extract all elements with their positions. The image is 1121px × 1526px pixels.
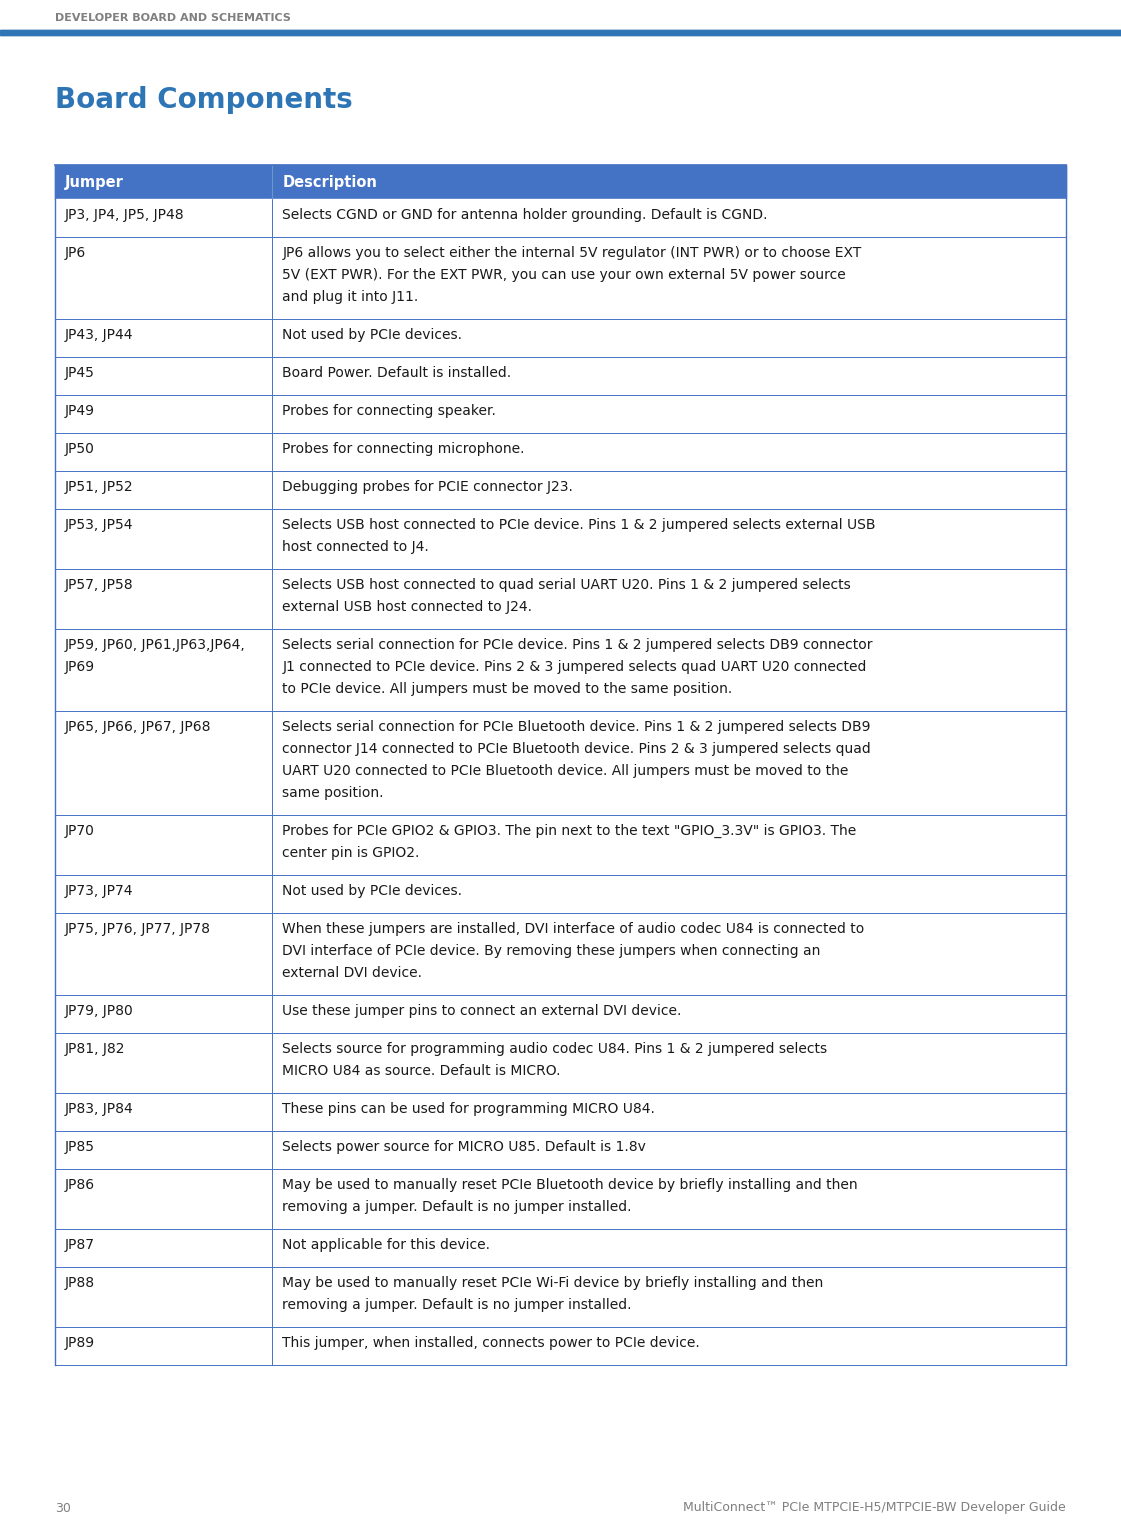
Text: JP70: JP70	[65, 824, 95, 838]
Bar	[55, 433, 1066, 472]
Text: JP79, JP80: JP79, JP80	[65, 1004, 133, 1018]
Bar	[55, 913, 1066, 995]
Text: This jumper, when installed, connects power to PCIe device.: This jumper, when installed, connects po…	[282, 1335, 701, 1351]
Text: JP85: JP85	[65, 1140, 95, 1154]
Bar	[0, 31, 1121, 35]
Text: Description: Description	[282, 174, 378, 189]
Text: DEVELOPER BOARD AND SCHEMATICS: DEVELOPER BOARD AND SCHEMATICS	[55, 14, 290, 23]
Text: JP73, JP74: JP73, JP74	[65, 884, 133, 897]
Bar	[55, 995, 1066, 1033]
Text: removing a jumper. Default is no jumper installed.: removing a jumper. Default is no jumper …	[282, 1299, 632, 1312]
Text: JP75, JP76, JP77, JP78: JP75, JP76, JP77, JP78	[65, 922, 211, 935]
Bar	[55, 165, 1066, 198]
Bar	[55, 1033, 1066, 1093]
Text: external USB host connected to J24.: external USB host connected to J24.	[282, 600, 532, 613]
Text: May be used to manually reset PCIe Bluetooth device by briefly installing and th: May be used to manually reset PCIe Bluet…	[282, 1178, 858, 1192]
Bar	[55, 874, 1066, 913]
Text: connector J14 connected to PCIe Bluetooth device. Pins 2 & 3 jumpered selects qu: connector J14 connected to PCIe Bluetoot…	[282, 742, 871, 755]
Text: same position.: same position.	[282, 786, 383, 800]
Bar	[55, 1267, 1066, 1328]
Text: JP83, JP84: JP83, JP84	[65, 1102, 133, 1116]
Text: host connected to J4.: host connected to J4.	[282, 540, 429, 554]
Bar	[55, 629, 1066, 711]
Text: JP59, JP60, JP61,JP63,JP64,: JP59, JP60, JP61,JP63,JP64,	[65, 638, 245, 652]
Text: 5V (EXT PWR). For the EXT PWR, you can use your own external 5V power source: 5V (EXT PWR). For the EXT PWR, you can u…	[282, 269, 846, 282]
Text: These pins can be used for programming MICRO U84.: These pins can be used for programming M…	[282, 1102, 656, 1116]
Text: UART U20 connected to PCIe Bluetooth device. All jumpers must be moved to the: UART U20 connected to PCIe Bluetooth dev…	[282, 765, 849, 778]
Text: Use these jumper pins to connect an external DVI device.: Use these jumper pins to connect an exte…	[282, 1004, 682, 1018]
Text: JP51, JP52: JP51, JP52	[65, 481, 133, 494]
Bar	[55, 1228, 1066, 1267]
Text: to PCIe device. All jumpers must be moved to the same position.: to PCIe device. All jumpers must be move…	[282, 682, 733, 696]
Text: Selects CGND or GND for antenna holder grounding. Default is CGND.: Selects CGND or GND for antenna holder g…	[282, 208, 768, 221]
Text: J1 connected to PCIe device. Pins 2 & 3 jumpered selects quad UART U20 connected: J1 connected to PCIe device. Pins 2 & 3 …	[282, 661, 867, 674]
Text: JP49: JP49	[65, 404, 95, 418]
Bar	[55, 1169, 1066, 1228]
Text: external DVI device.: external DVI device.	[282, 966, 423, 980]
Bar	[55, 1328, 1066, 1364]
Text: Probes for PCIe GPIO2 & GPIO3. The pin next to the text "GPIO_3.3V" is GPIO3. Th: Probes for PCIe GPIO2 & GPIO3. The pin n…	[282, 824, 856, 838]
Bar	[0, 31, 1121, 35]
Text: DVI interface of PCIe device. By removing these jumpers when connecting an: DVI interface of PCIe device. By removin…	[282, 945, 821, 958]
Text: Selects serial connection for PCIe device. Pins 1 & 2 jumpered selects DB9 conne: Selects serial connection for PCIe devic…	[282, 638, 873, 652]
Bar	[55, 510, 1066, 569]
Text: MICRO U84 as source. Default is MICRO.: MICRO U84 as source. Default is MICRO.	[282, 1064, 560, 1077]
Text: JP69: JP69	[65, 661, 95, 674]
Bar	[55, 1093, 1066, 1131]
Text: JP43, JP44: JP43, JP44	[65, 328, 133, 342]
Text: JP65, JP66, JP67, JP68: JP65, JP66, JP67, JP68	[65, 720, 212, 734]
Bar	[55, 711, 1066, 815]
Text: Not applicable for this device.: Not applicable for this device.	[282, 1238, 490, 1251]
Text: JP53, JP54: JP53, JP54	[65, 517, 133, 533]
Text: removing a jumper. Default is no jumper installed.: removing a jumper. Default is no jumper …	[282, 1199, 632, 1215]
Text: Probes for connecting speaker.: Probes for connecting speaker.	[282, 404, 497, 418]
Bar	[55, 237, 1066, 319]
Text: Board Components: Board Components	[55, 85, 353, 114]
Text: JP50: JP50	[65, 443, 95, 456]
Text: JP6 allows you to select either the internal 5V regulator (INT PWR) or to choose: JP6 allows you to select either the inte…	[282, 246, 862, 259]
Bar	[55, 395, 1066, 433]
Text: Probes for connecting microphone.: Probes for connecting microphone.	[282, 443, 525, 456]
Bar	[55, 198, 1066, 237]
Text: Jumper: Jumper	[65, 174, 124, 189]
Bar	[55, 815, 1066, 874]
Text: JP3, JP4, JP5, JP48: JP3, JP4, JP5, JP48	[65, 208, 185, 221]
Text: JP86: JP86	[65, 1178, 95, 1192]
Bar	[55, 1131, 1066, 1169]
Text: May be used to manually reset PCIe Wi-Fi device by briefly installing and then: May be used to manually reset PCIe Wi-Fi…	[282, 1276, 824, 1289]
Text: Debugging probes for PCIE connector J23.: Debugging probes for PCIE connector J23.	[282, 481, 573, 494]
Text: JP57, JP58: JP57, JP58	[65, 578, 133, 592]
Text: Selects USB host connected to PCIe device. Pins 1 & 2 jumpered selects external : Selects USB host connected to PCIe devic…	[282, 517, 876, 533]
Text: and plug it into J11.: and plug it into J11.	[282, 290, 418, 304]
Text: When these jumpers are installed, DVI interface of audio codec U84 is connected : When these jumpers are installed, DVI in…	[282, 922, 864, 935]
Text: Selects USB host connected to quad serial UART U20. Pins 1 & 2 jumpered selects: Selects USB host connected to quad seria…	[282, 578, 851, 592]
Text: JP89: JP89	[65, 1335, 95, 1351]
Bar	[55, 319, 1066, 357]
Text: JP45: JP45	[65, 366, 95, 380]
Bar	[55, 569, 1066, 629]
Text: center pin is GPIO2.: center pin is GPIO2.	[282, 845, 419, 861]
Bar	[55, 472, 1066, 510]
Text: Selects source for programming audio codec U84. Pins 1 & 2 jumpered selects: Selects source for programming audio cod…	[282, 1042, 827, 1056]
Text: JP88: JP88	[65, 1276, 95, 1289]
Text: JP81, J82: JP81, J82	[65, 1042, 126, 1056]
Text: Board Power. Default is installed.: Board Power. Default is installed.	[282, 366, 511, 380]
Text: Not used by PCIe devices.: Not used by PCIe devices.	[282, 884, 462, 897]
Bar	[55, 357, 1066, 395]
Text: Selects serial connection for PCIe Bluetooth device. Pins 1 & 2 jumpered selects: Selects serial connection for PCIe Bluet…	[282, 720, 871, 734]
Text: Not used by PCIe devices.: Not used by PCIe devices.	[282, 328, 462, 342]
Text: JP6: JP6	[65, 246, 86, 259]
Text: JP87: JP87	[65, 1238, 95, 1251]
Text: 30: 30	[55, 1502, 71, 1514]
Text: Selects power source for MICRO U85. Default is 1.8v: Selects power source for MICRO U85. Defa…	[282, 1140, 646, 1154]
Text: MultiConnect™ PCIe MTPCIE-H5/MTPCIE-BW Developer Guide: MultiConnect™ PCIe MTPCIE-H5/MTPCIE-BW D…	[684, 1502, 1066, 1514]
